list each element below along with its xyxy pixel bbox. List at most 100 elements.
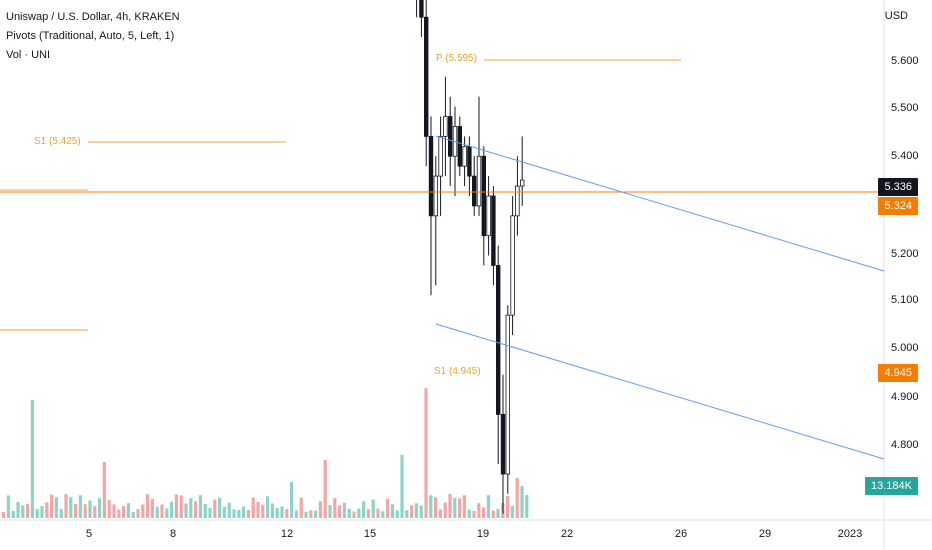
volume-bar (338, 505, 342, 518)
volume-bar (386, 498, 390, 518)
volume-bar (16, 501, 20, 518)
time-tick-label: 19 (477, 528, 489, 540)
s1-price-tag: 4.945 (878, 364, 918, 382)
volume-bar (371, 499, 375, 518)
candle-body (491, 195, 496, 266)
volume-indicator-label[interactable]: Vol · UNI (6, 49, 51, 61)
volume-bar (45, 502, 49, 518)
price-axis[interactable]: 5.600 5.500 5.400 5.200 5.100 5.000 4.900 4.800… (891, 55, 919, 498)
volume-bar (251, 497, 255, 518)
volume-bar (328, 505, 332, 518)
time-tick-label: 2023 (838, 528, 862, 540)
volume-bar (491, 510, 495, 518)
volume-tag: 13.184K (865, 477, 918, 495)
volume-bar (275, 507, 279, 518)
volume-bar (410, 505, 414, 518)
volume-bar (400, 455, 404, 518)
volume-bar (64, 494, 68, 518)
candle-body (438, 135, 443, 177)
volume-bar (122, 506, 126, 518)
volume-bar (222, 506, 226, 518)
candle-body (471, 175, 477, 207)
chart-legend: Uniswap / U.S. Dollar, 4h, KRAKEN Pivots… (6, 8, 180, 65)
pivot-p-label: P (5.595) (436, 53, 477, 64)
time-axis[interactable]: 5 8 12 15 19 22 26 29 2023 (86, 528, 862, 540)
trend-lower-line (435, 323, 885, 460)
last-price-tag: 5.336 (878, 178, 918, 196)
volume-bar (40, 506, 44, 518)
volume-bar (242, 506, 246, 518)
volume-bar (126, 503, 130, 518)
volume-bar (390, 504, 394, 518)
volume-bar (198, 495, 202, 518)
volume-bar (381, 511, 385, 518)
volume-bar (443, 502, 447, 518)
volume-bar (362, 501, 366, 518)
volume-bar (54, 497, 58, 518)
volume-bar (102, 462, 106, 518)
time-tick-label: 29 (759, 528, 771, 540)
volume-bar (184, 503, 188, 518)
candle-body (462, 145, 467, 167)
pivot-s1-right-label: S1 (4.945) (434, 366, 481, 377)
symbol-title[interactable]: Uniswap / U.S. Dollar, 4h, KRAKEN (6, 11, 180, 23)
candle-body (419, 0, 424, 18)
volume-bar (218, 497, 222, 518)
price-tick-label: 5.400 (891, 150, 919, 162)
volume-bar (35, 509, 39, 518)
candle-body (495, 265, 501, 415)
volume-bar (429, 495, 433, 518)
volume-bar (525, 494, 529, 518)
hline-price-tag: 5.324 (878, 197, 918, 215)
volume-bar (352, 511, 356, 518)
pivots-indicator-label[interactable]: Pivots (Traditional, Auto, 5, Left, 1) (6, 30, 175, 42)
time-tick-label: 8 (170, 528, 176, 540)
volume-bar (21, 505, 25, 518)
volume-bar (261, 504, 265, 518)
volume-bar (170, 501, 174, 518)
volume-bar (213, 499, 217, 518)
volume-bar (2, 512, 6, 518)
volume-bar (486, 495, 490, 518)
volume-bar (194, 501, 198, 518)
volume-bar (462, 495, 466, 518)
time-tick-label: 15 (364, 528, 376, 540)
overlays (0, 59, 885, 460)
volume-bar (467, 509, 471, 518)
volume-bar (405, 510, 409, 518)
volume-bar (59, 508, 63, 518)
pivot-s1-left-label: S1 (5.425) (34, 136, 81, 147)
volume-bar (155, 506, 159, 518)
volume-bar (496, 509, 500, 518)
candle-body (457, 126, 462, 167)
candle-body (428, 135, 434, 217)
volume-bar (270, 503, 274, 518)
candle-body (520, 179, 525, 187)
volume-bar (434, 497, 438, 518)
volume-bar (438, 509, 442, 518)
price-tick-label: 5.000 (891, 342, 919, 354)
volume-bar (98, 498, 102, 518)
volume-bar (477, 503, 481, 518)
trend-upper-line (435, 135, 885, 272)
volume-bar (146, 494, 150, 518)
volume-bar (395, 510, 399, 518)
price-tick-label: 5.600 (891, 55, 919, 67)
volume-bar (482, 507, 486, 518)
volume-bar (179, 495, 183, 518)
candle-body (423, 16, 429, 137)
candle-body (505, 314, 510, 475)
candle-body (476, 155, 482, 207)
volume-bar (6, 495, 10, 518)
currency-label[interactable]: USD (884, 10, 908, 22)
candle-body (515, 185, 520, 217)
volume-bar (227, 502, 231, 518)
time-tick-label: 5 (86, 528, 92, 540)
volume-bar (419, 505, 423, 518)
time-tick-label: 26 (675, 528, 687, 540)
volume-bar (453, 497, 457, 518)
volume-bar (165, 508, 169, 518)
volume-bar (141, 504, 145, 518)
volume-bar (314, 510, 318, 518)
